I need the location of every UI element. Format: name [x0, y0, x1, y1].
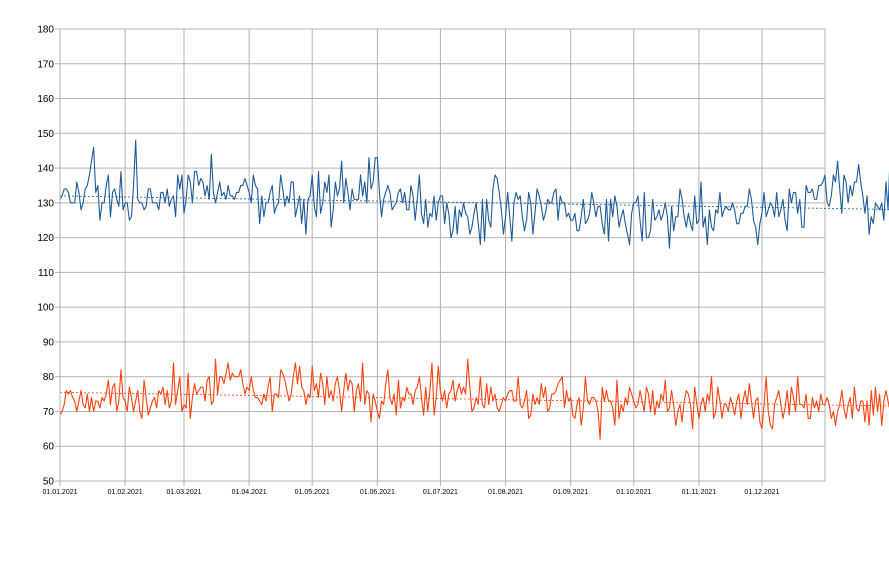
series-1-line [59, 139, 889, 249]
axis-layer: 180170160150140130120110100908070605001.… [37, 25, 825, 496]
x-tick-label: 01.06.2021 [360, 489, 395, 496]
y-tick-label: 140 [37, 164, 54, 175]
series-2-trendline [59, 391, 889, 407]
y-tick-label: 160 [37, 94, 54, 105]
x-tick-label: 01.07.2021 [423, 489, 458, 496]
y-tick-label: 170 [37, 59, 54, 70]
x-tick-label: 01.12.2021 [744, 489, 779, 496]
x-tick-label: 01.11.2021 [682, 489, 717, 496]
y-tick-label: 80 [43, 372, 55, 383]
y-tick-label: 180 [37, 25, 54, 36]
y-tick-label: 110 [38, 268, 54, 279]
series-layer [59, 139, 889, 440]
x-tick-label: 01.03.2021 [166, 489, 201, 496]
y-tick-label: 130 [37, 198, 54, 209]
x-tick-label: 01.10.2021 [616, 489, 651, 496]
x-tick-label: 01.09.2021 [553, 489, 588, 496]
x-tick-label: 01.08.2021 [488, 489, 523, 496]
y-tick-label: 120 [37, 233, 54, 244]
series-2-line [59, 358, 889, 440]
x-tick-label: 01.01.2021 [42, 489, 77, 496]
y-tick-label: 70 [43, 407, 55, 418]
x-tick-label: 01.04.2021 [232, 489, 267, 496]
y-tick-label: 90 [43, 337, 55, 348]
y-tick-label: 60 [43, 442, 55, 453]
trend-layer [59, 195, 889, 407]
y-tick-label: 150 [37, 129, 54, 140]
x-tick-label: 01.05.2021 [295, 489, 330, 496]
y-tick-label: 50 [43, 477, 55, 488]
x-tick-label: 01.02.2021 [108, 489, 143, 496]
y-tick-label: 100 [37, 303, 54, 314]
grid-layer [59, 28, 826, 482]
